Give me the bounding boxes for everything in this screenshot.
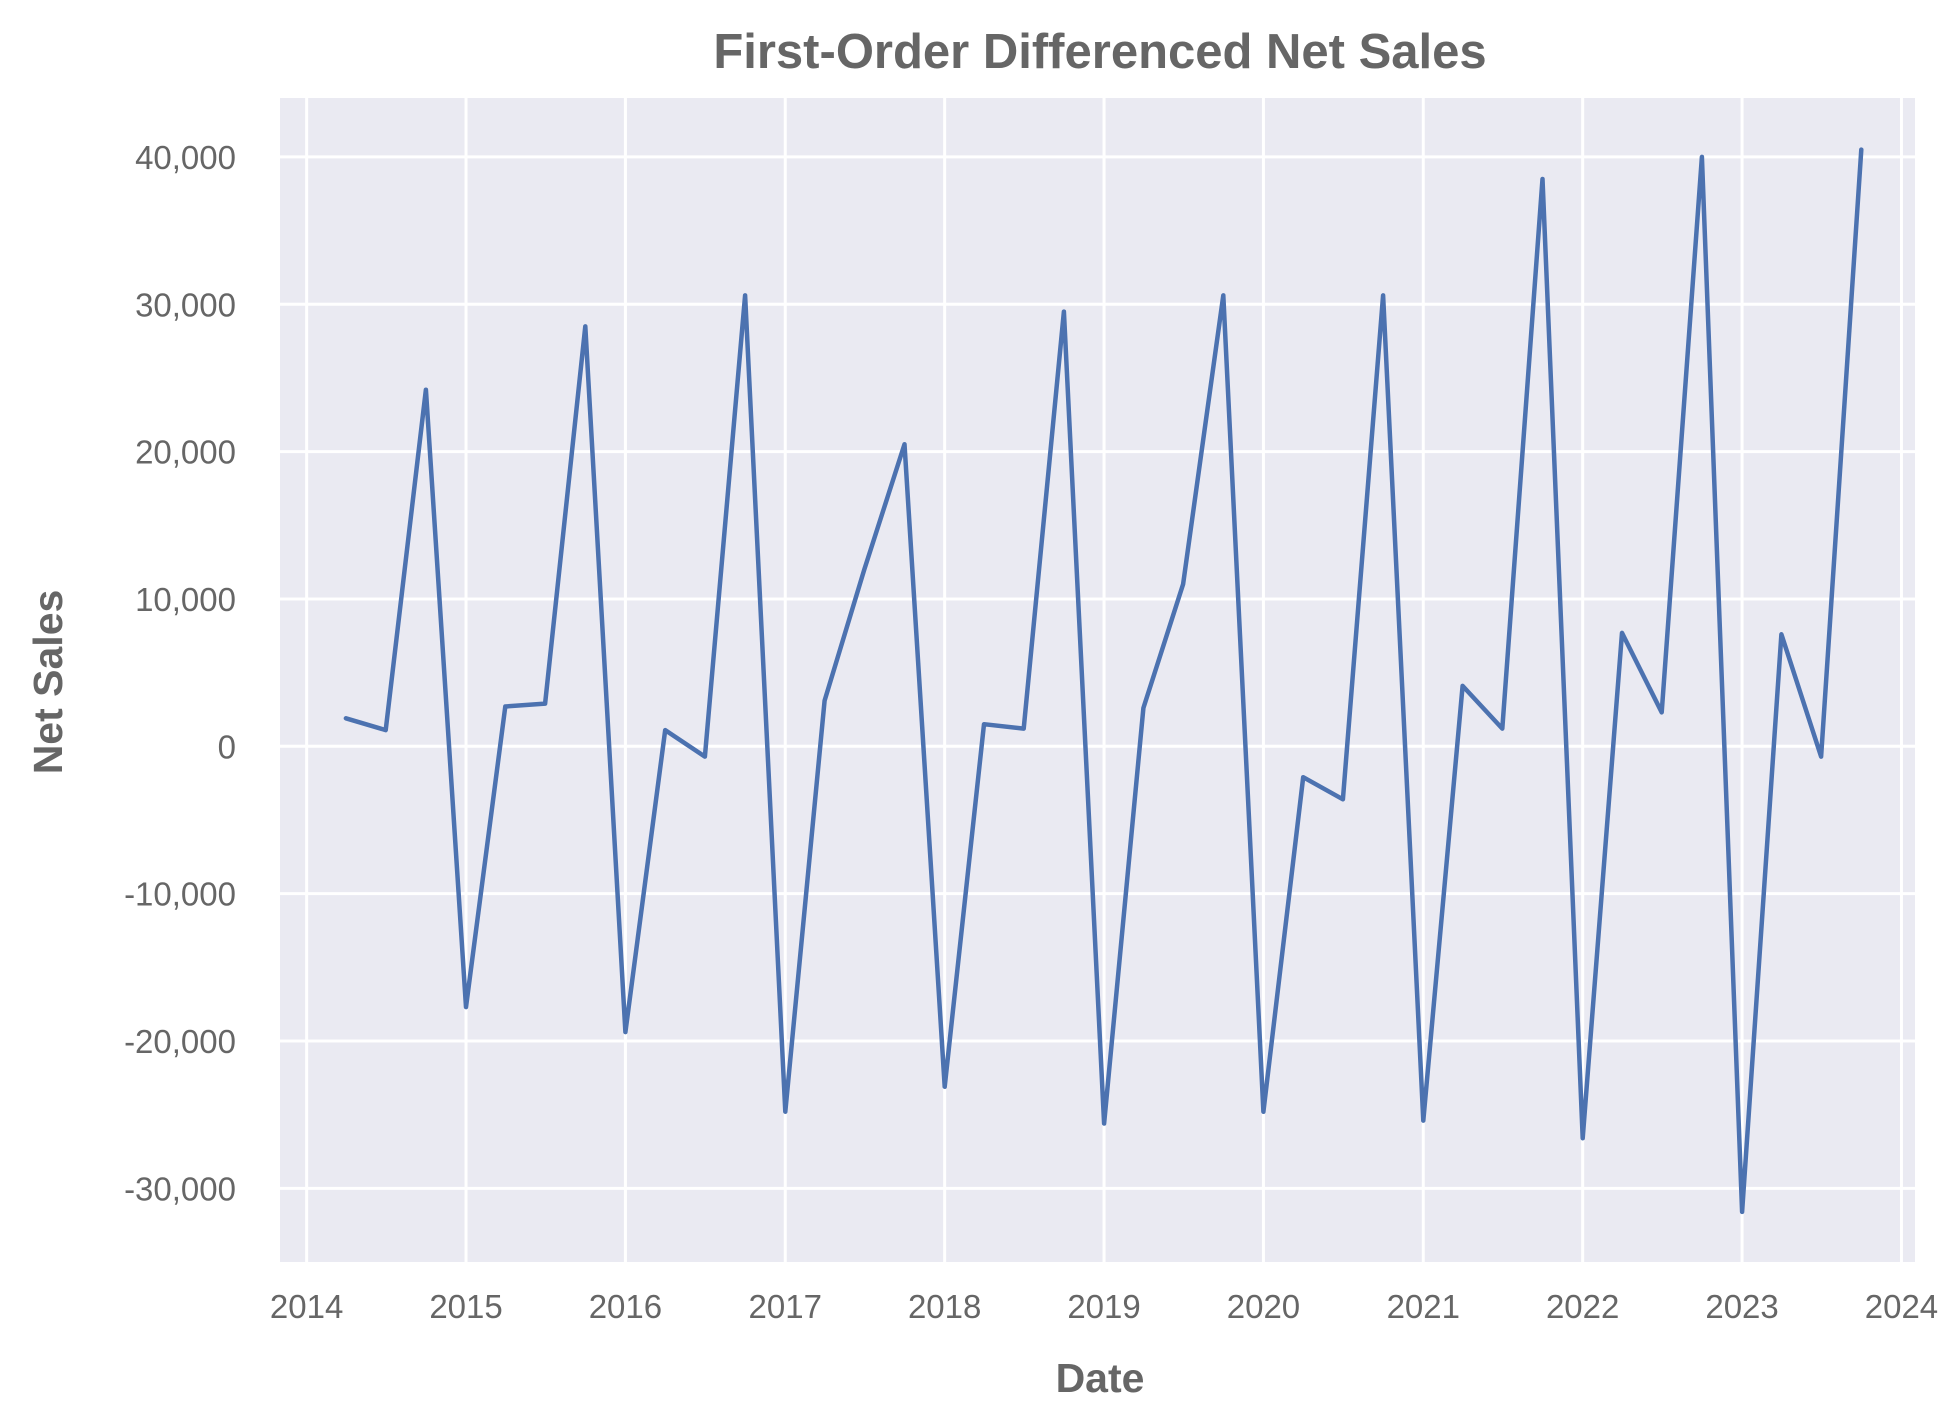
x-tick-label: 2014 bbox=[270, 1288, 343, 1325]
x-tick-label: 2015 bbox=[429, 1288, 502, 1325]
x-tick-labels: 2014 2015 2016 2017 2018 2019 2020 2021 2022 2023… bbox=[270, 1288, 1938, 1325]
y-tick-label: 40,000 bbox=[135, 139, 236, 176]
x-tick-label: 2021 bbox=[1387, 1288, 1460, 1325]
x-tick-label: 2017 bbox=[749, 1288, 822, 1325]
y-tick-label: -30,000 bbox=[124, 1170, 236, 1207]
x-tick-label: 2023 bbox=[1705, 1288, 1778, 1325]
x-gridlines bbox=[305, 98, 1903, 1262]
y-gridlines bbox=[280, 155, 1915, 1190]
x-tick-label: 2024 bbox=[1865, 1288, 1938, 1325]
x-tick-label: 2022 bbox=[1546, 1288, 1619, 1325]
y-tick-label: -20,000 bbox=[124, 1023, 236, 1060]
y-tick-label: 10,000 bbox=[135, 581, 236, 618]
y-tick-label: -10,000 bbox=[124, 876, 236, 913]
y-tick-label: 30,000 bbox=[135, 286, 236, 323]
x-tick-label: 2018 bbox=[908, 1288, 981, 1325]
x-axis-label: Date bbox=[1056, 1355, 1145, 1401]
x-tick-label: 2016 bbox=[589, 1288, 662, 1325]
y-tick-label: 20,000 bbox=[135, 434, 236, 471]
net-sales-line bbox=[343, 147, 1864, 1215]
y-tick-label: 0 bbox=[218, 728, 236, 765]
y-axis-label: Net Sales bbox=[25, 590, 71, 775]
chart-title: First-Order Differenced Net Sales bbox=[713, 25, 1486, 79]
x-tick-label: 2019 bbox=[1067, 1288, 1140, 1325]
y-tick-labels: -30,000 -20,000 -10,000 0 10,000 20,000 30,000… bbox=[124, 139, 236, 1207]
x-tick-label: 2020 bbox=[1227, 1288, 1300, 1325]
plot-area bbox=[280, 98, 1915, 1262]
